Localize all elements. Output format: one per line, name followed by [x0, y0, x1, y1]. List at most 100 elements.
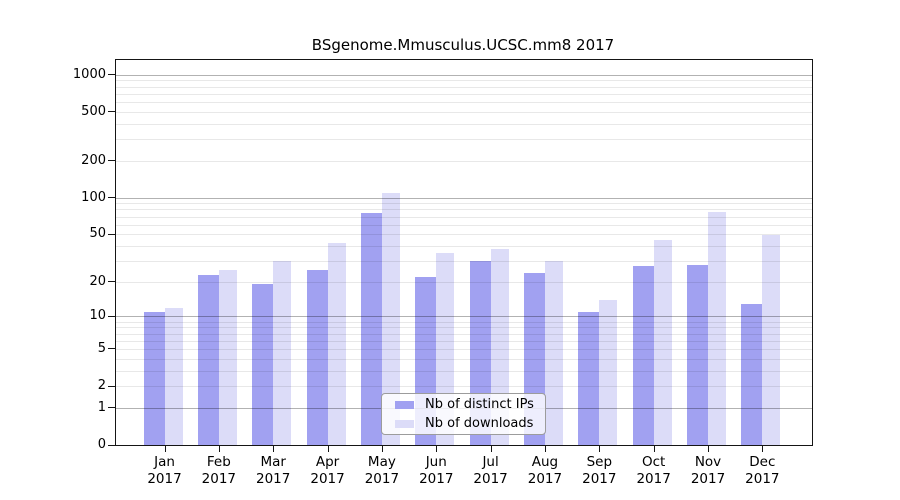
x-tick-label-feb: Feb 2017	[189, 454, 249, 488]
bar-oct-downloads	[653, 239, 672, 445]
x-tick-mark-jul	[490, 445, 492, 452]
x-tick-mark-jun	[436, 445, 438, 452]
legend: Nb of distinct IPs Nb of downloads	[381, 393, 546, 435]
x-tick-year-jun: 2017	[419, 471, 454, 487]
bar-nov-downloads	[708, 211, 726, 445]
legend-item-downloads: Nb of downloads	[395, 416, 545, 432]
x-tick-label-sep: Sep 2017	[569, 454, 629, 488]
x-tick-mark-jan	[164, 445, 166, 452]
x-tick-month-jun: Jun	[425, 454, 447, 470]
x-tick-mark-apr	[327, 445, 329, 452]
x-tick-year-sep: 2017	[582, 471, 617, 487]
x-tick-month-sep: Sep	[586, 454, 613, 470]
bar-jan-distinct-ips	[143, 311, 165, 445]
bar-feb-downloads	[218, 270, 237, 445]
y-tick-mark-2	[108, 385, 116, 387]
y-tick-label-0: 0	[97, 437, 106, 452]
bar-aug-downloads	[544, 260, 563, 445]
bar-dec-downloads	[762, 235, 781, 445]
x-tick-mark-sep	[599, 445, 601, 452]
bar-mar-distinct-ips	[252, 284, 274, 445]
bar-may-downloads	[381, 192, 400, 445]
legend-label-downloads: Nb of downloads	[425, 415, 534, 431]
legend-item-distinct-ips: Nb of distinct IPs	[395, 397, 545, 413]
legend-label-distinct-ips: Nb of distinct IPs	[425, 396, 534, 412]
x-tick-month-apr: Apr	[315, 454, 340, 470]
y-tick-mark-20	[108, 281, 116, 283]
x-tick-label-oct: Oct 2017	[624, 454, 684, 488]
bar-apr-distinct-ips	[306, 270, 328, 445]
y-tick-mark-500	[108, 111, 116, 113]
y-tick-label-500: 500	[81, 103, 106, 119]
x-tick-year-oct: 2017	[636, 471, 671, 487]
x-tick-year-jan: 2017	[147, 471, 182, 487]
x-tick-mark-oct	[653, 445, 655, 452]
x-tick-month-nov: Nov	[694, 454, 722, 470]
x-tick-month-mar: Mar	[260, 454, 286, 470]
y-tick-label-50: 50	[89, 226, 106, 242]
y-tick-label-100: 100	[81, 189, 106, 205]
y-tick-label-2: 2	[97, 378, 106, 394]
x-tick-year-mar: 2017	[256, 471, 291, 487]
x-tick-mark-aug	[544, 445, 546, 452]
x-tick-month-dec: Dec	[749, 454, 776, 470]
x-tick-year-aug: 2017	[527, 471, 563, 487]
x-tick-year-nov: 2017	[690, 471, 726, 487]
y-tick-mark-1	[108, 407, 116, 409]
bar-apr-downloads	[327, 243, 346, 445]
x-tick-label-nov: Nov 2017	[678, 454, 738, 488]
x-tick-mark-nov	[708, 445, 709, 452]
x-tick-mark-feb	[218, 445, 220, 452]
x-tick-label-jan: Jan 2017	[135, 454, 195, 488]
x-tick-label-apr: Apr 2017	[298, 454, 358, 488]
bar-mar-downloads	[273, 260, 292, 445]
y-tick-mark-200	[108, 160, 116, 162]
plot-area: Nb of distinct IPs Nb of downloads 0 1 2 5 10…	[73, 59, 813, 487]
y-tick-label-10: 10	[89, 308, 106, 324]
y-tick-mark-0	[108, 444, 116, 446]
bar-may-distinct-ips	[360, 212, 382, 445]
legend-swatch-distinct-ips	[395, 400, 414, 409]
x-tick-month-jan: Jan	[154, 454, 175, 470]
bar-nov-distinct-ips	[687, 264, 708, 445]
y-tick-mark-10	[108, 315, 116, 317]
x-tick-mark-dec	[762, 445, 764, 452]
x-tick-mark-mar	[273, 445, 275, 452]
y-tick-label-5: 5	[97, 340, 106, 356]
bar-oct-distinct-ips	[632, 266, 654, 445]
y-tick-label-1000: 1000	[72, 66, 106, 82]
x-tick-month-oct: Oct	[641, 454, 666, 470]
y-tick-mark-100	[108, 197, 116, 199]
x-tick-label-aug: Aug 2017	[515, 454, 575, 488]
x-tick-label-jun: Jun 2017	[406, 454, 466, 488]
x-tick-year-jul: 2017	[473, 471, 508, 487]
y-tick-label-20: 20	[89, 273, 106, 289]
x-tick-month-may: May	[367, 454, 396, 470]
y-tick-mark-50	[108, 233, 116, 235]
x-tick-mark-may	[381, 445, 383, 452]
x-tick-month-aug: Aug	[531, 454, 559, 470]
axes-layer: 0 1 2 5 10 20 50 100 200 500 1000 Jan 2017 Feb 2017 Mar…	[73, 60, 812, 487]
legend-swatch-downloads	[395, 419, 414, 428]
x-tick-label-dec: Dec 2017	[732, 454, 792, 488]
bar-jan-downloads	[164, 307, 183, 445]
x-tick-label-may: May 2017	[352, 454, 412, 488]
bar-sep-downloads	[599, 299, 618, 445]
chart-title: BSgenome.Mmusculus.UCSC.mm8 2017	[311, 36, 615, 54]
y-tick-label-1: 1	[97, 399, 106, 415]
x-tick-year-may: 2017	[364, 471, 400, 487]
x-tick-month-feb: Feb	[206, 454, 231, 470]
y-tick-mark-1000	[108, 74, 116, 76]
bar-dec-distinct-ips	[741, 303, 763, 445]
x-tick-label-jul: Jul 2017	[461, 454, 521, 488]
y-tick-label-200: 200	[81, 152, 106, 168]
x-tick-year-dec: 2017	[745, 471, 780, 487]
x-tick-year-feb: 2017	[201, 471, 237, 487]
x-tick-month-jul: Jul	[482, 454, 499, 470]
bar-sep-distinct-ips	[578, 311, 600, 445]
bar-feb-distinct-ips	[197, 274, 219, 445]
x-tick-year-apr: 2017	[310, 471, 345, 487]
x-tick-label-mar: Mar 2017	[243, 454, 303, 488]
y-tick-mark-5	[108, 348, 116, 350]
